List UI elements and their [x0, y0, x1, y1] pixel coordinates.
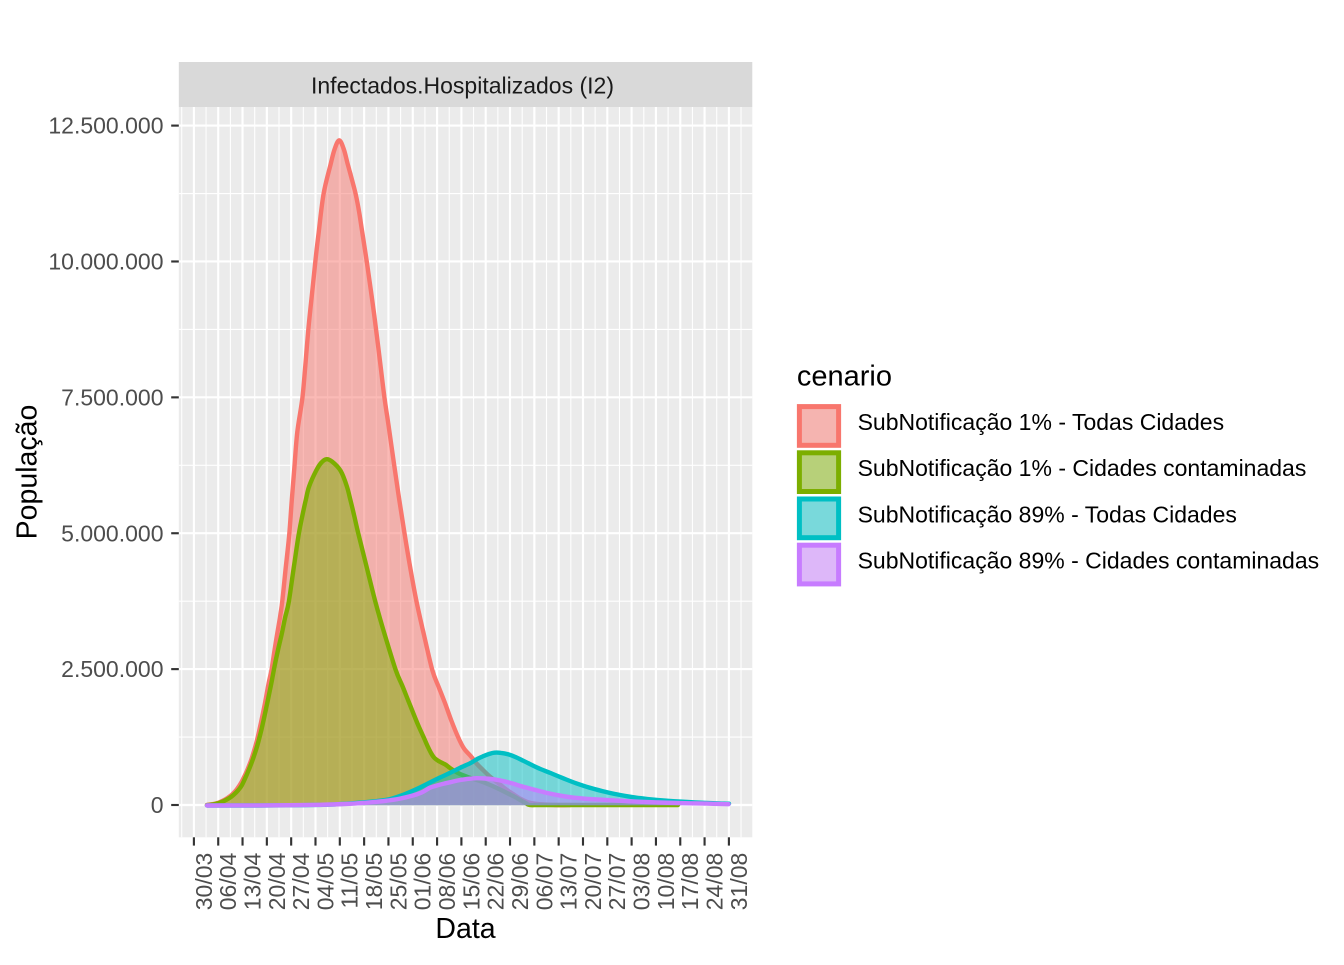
svg-text:06/04: 06/04	[215, 852, 241, 910]
svg-text:27/04: 27/04	[288, 852, 314, 910]
svg-text:20/04: 20/04	[264, 852, 290, 910]
svg-text:13/04: 13/04	[239, 852, 265, 910]
svg-text:SubNotificação 89% - Todas Cid: SubNotificação 89% - Todas Cidades	[858, 501, 1237, 527]
svg-text:13/07: 13/07	[556, 853, 582, 911]
svg-text:27/07: 27/07	[604, 853, 630, 911]
svg-text:12.500.000: 12.500.000	[48, 113, 163, 139]
svg-text:5.000.000: 5.000.000	[61, 520, 163, 546]
svg-text:11/05: 11/05	[337, 853, 363, 909]
svg-text:08/06: 08/06	[434, 853, 460, 911]
svg-text:20/07: 20/07	[580, 853, 606, 911]
svg-text:10/08: 10/08	[653, 853, 679, 911]
svg-text:15/06: 15/06	[458, 853, 484, 911]
svg-text:SubNotificação 1% - Cidades co: SubNotificação 1% - Cidades contaminadas	[858, 455, 1307, 481]
svg-text:cenario: cenario	[797, 361, 892, 393]
svg-text:31/08: 31/08	[726, 853, 752, 911]
svg-text:2.500.000: 2.500.000	[61, 656, 163, 682]
svg-text:04/05: 04/05	[312, 853, 338, 911]
svg-text:24/08: 24/08	[701, 853, 727, 911]
svg-text:01/06: 01/06	[410, 853, 436, 911]
svg-text:22/06: 22/06	[483, 853, 509, 911]
svg-text:18/05: 18/05	[361, 853, 387, 911]
svg-text:30/03: 30/03	[191, 853, 217, 911]
svg-text:SubNotificação 1% - Todas Cida: SubNotificação 1% - Todas Cidades	[858, 409, 1225, 435]
svg-text:Data: Data	[435, 913, 495, 945]
svg-text:25/05: 25/05	[385, 853, 411, 911]
svg-text:06/07: 06/07	[531, 853, 557, 911]
svg-text:População: População	[12, 405, 44, 540]
svg-text:03/08: 03/08	[629, 853, 655, 911]
svg-text:0: 0	[151, 792, 164, 818]
svg-text:SubNotificação 89% - Cidades c: SubNotificação 89% - Cidades contaminada…	[858, 548, 1320, 574]
svg-text:7.500.000: 7.500.000	[61, 385, 163, 411]
svg-text:10.000.000: 10.000.000	[48, 249, 163, 275]
svg-text:29/06: 29/06	[507, 853, 533, 911]
svg-text:Infectados.Hospitalizados (I2): Infectados.Hospitalizados (I2)	[311, 73, 614, 99]
svg-text:17/08: 17/08	[677, 853, 703, 911]
